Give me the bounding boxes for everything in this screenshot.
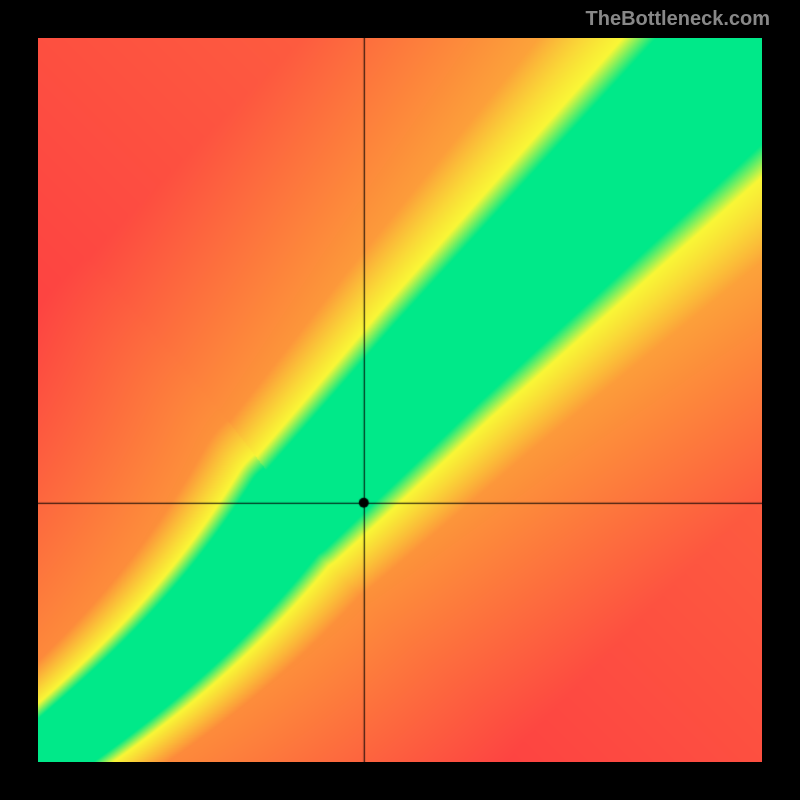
watermark-text: TheBottleneck.com bbox=[586, 8, 770, 31]
heatmap-canvas bbox=[38, 38, 762, 762]
chart-container: TheBottleneck.com bbox=[0, 0, 800, 800]
plot-area bbox=[38, 38, 762, 762]
